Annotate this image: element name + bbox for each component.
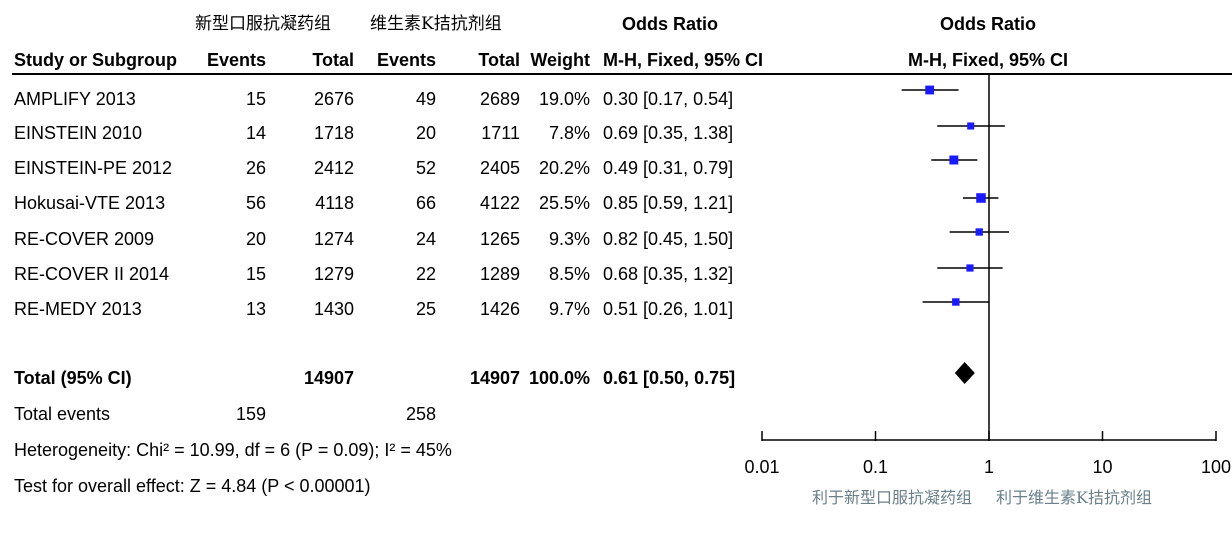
total2-cell: 1265: [479, 229, 520, 249]
events2-cell: 20: [415, 123, 436, 143]
method-header-right: M-H, Fixed, 95% CI: [907, 50, 1069, 70]
total1-cell: 1430: [313, 299, 354, 319]
study-name: RE-COVER II 2014: [14, 264, 170, 284]
ci-cell: 0.82 [0.45, 1.50]: [603, 229, 734, 249]
events1-cell: 13: [245, 299, 266, 319]
events1-cell: 14: [245, 123, 266, 143]
study-column-header: Study or Subgroup: [14, 50, 177, 70]
events1-cell: 56: [245, 193, 266, 213]
odds-ratio-header-left: Odds Ratio: [622, 14, 719, 34]
total2-cell: 1289: [479, 264, 520, 284]
events2-cell: 66: [415, 193, 436, 213]
total2-sum: 14907: [469, 368, 520, 388]
events1-header: Events: [206, 50, 266, 70]
weight-cell: 25.5%: [538, 193, 590, 213]
weight-cell: 8.5%: [548, 264, 590, 284]
total2-cell: 2689: [479, 89, 520, 109]
group1-header: 新型口服抗凝药组: [195, 14, 331, 34]
study-name: Hokusai-VTE 2013: [14, 193, 166, 213]
study-marker: [952, 298, 960, 306]
study-name: EINSTEIN-PE 2012: [14, 158, 173, 178]
ci-cell: 0.30 [0.17, 0.54]: [603, 89, 734, 109]
ci-cell: 0.68 [0.35, 1.32]: [603, 264, 734, 284]
total1-cell: 1279: [313, 264, 354, 284]
x-tick-label: 100: [1201, 457, 1231, 477]
method-header-left: M-H, Fixed, 95% CI: [603, 50, 764, 70]
total1-cell: 1718: [313, 123, 354, 143]
total1-sum: 14907: [303, 368, 354, 388]
group2-header: 维生素K拮抗剂组: [370, 14, 502, 34]
events1-cell: 15: [245, 89, 266, 109]
total2-cell: 2405: [479, 158, 520, 178]
total-ci: 0.61 [0.50, 0.75]: [603, 368, 736, 388]
study-marker: [975, 228, 983, 236]
ci-cell: 0.69 [0.35, 1.38]: [603, 123, 734, 143]
total2-cell: 1426: [479, 299, 520, 319]
study-marker: [966, 264, 974, 272]
events2-cell: 49: [415, 89, 436, 109]
total1-cell: 4118: [315, 193, 354, 213]
total-events-label: Total events: [14, 404, 111, 424]
weight-cell: 9.3%: [548, 229, 590, 249]
x-tick-label: 0.01: [744, 457, 779, 477]
events1-cell: 20: [245, 229, 266, 249]
total1-cell: 2412: [313, 158, 354, 178]
total-events2: 258: [405, 404, 436, 424]
ci-cell: 0.49 [0.31, 0.79]: [603, 158, 734, 178]
total1-cell: 2676: [313, 89, 354, 109]
events1-cell: 15: [245, 264, 266, 284]
ci-cell: 0.51 [0.26, 1.01]: [603, 299, 734, 319]
x-tick-label: 10: [1092, 457, 1112, 477]
weight-cell: 9.7%: [548, 299, 590, 319]
header-rule: [12, 73, 1232, 75]
ci-cell: 0.85 [0.59, 1.21]: [603, 193, 734, 213]
overall-effect-text: Test for overall effect: Z = 4.84 (P < 0…: [14, 476, 371, 496]
heterogeneity-text: Heterogeneity: Chi² = 10.99, df = 6 (P =…: [14, 440, 452, 460]
study-name: AMPLIFY 2013: [14, 89, 136, 109]
total1-cell: 1274: [313, 229, 354, 249]
total-label: Total (95% CI): [14, 368, 132, 388]
study-name: RE-MEDY 2013: [14, 299, 142, 319]
study-marker: [925, 85, 935, 95]
weight-cell: 19.0%: [538, 89, 590, 109]
weight-cell: 20.2%: [538, 158, 590, 178]
events2-cell: 52: [415, 158, 436, 178]
x-tick-label: 0.1: [863, 457, 888, 477]
events2-header: Events: [376, 50, 436, 70]
weight-header: Weight: [530, 50, 590, 70]
study-marker: [967, 122, 975, 130]
favours-left-label: 利于新型口服抗凝药组: [812, 488, 973, 507]
weight-cell: 7.8%: [548, 123, 590, 143]
total2-cell: 1711: [481, 123, 520, 143]
events2-cell: 24: [415, 229, 436, 249]
total2-cell: 4122: [479, 193, 520, 213]
events2-cell: 25: [415, 299, 436, 319]
study-name: EINSTEIN 2010: [14, 123, 143, 143]
total-events1: 159: [235, 404, 266, 424]
total-weight: 100.0%: [528, 368, 590, 388]
total2-header: Total: [478, 50, 520, 70]
favours-right-label: 利于维生素K拮抗剂组: [996, 488, 1152, 507]
x-tick-label: 1: [984, 457, 994, 477]
study-name: RE-COVER 2009: [14, 229, 155, 249]
study-marker: [976, 193, 986, 203]
total1-header: Total: [312, 50, 354, 70]
summary-diamond: [954, 362, 975, 384]
events1-cell: 26: [245, 158, 266, 178]
odds-ratio-header-right: Odds Ratio: [940, 14, 1037, 34]
events2-cell: 22: [415, 264, 436, 284]
study-marker: [949, 155, 959, 165]
